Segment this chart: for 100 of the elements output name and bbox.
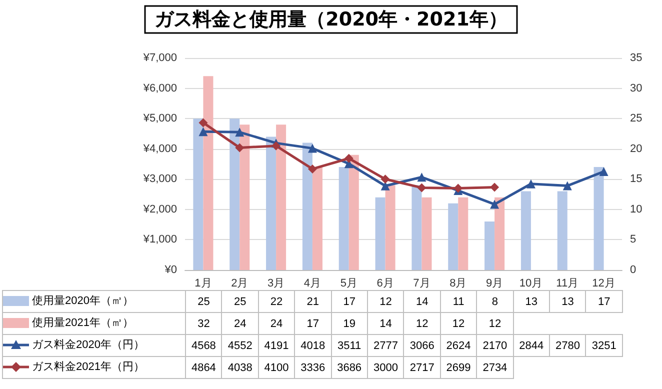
point [490, 200, 500, 209]
bar [203, 76, 214, 270]
bar [302, 142, 312, 270]
point [235, 128, 244, 137]
legend-label: 使用量2021年（㎥） [32, 316, 134, 330]
data-label: 3511 [331, 334, 368, 356]
y2-tick-label: 0 [630, 264, 636, 276]
point [308, 164, 317, 174]
y-tick-label: ¥1,000 [142, 234, 177, 246]
x-tick-label: 2月 [231, 278, 248, 290]
x-tick-label: 9月 [486, 278, 504, 290]
point [198, 118, 208, 128]
x-tick-label: 5月 [340, 278, 358, 290]
data-label: 17 [294, 312, 332, 334]
data-label: 3066 [404, 334, 440, 356]
data-label: 8 [476, 290, 514, 312]
bar [520, 191, 531, 270]
data-label: 4864 [186, 356, 222, 378]
x-tick-label: 8月 [450, 278, 467, 290]
point [490, 182, 500, 192]
data-label: 12 [440, 312, 477, 334]
data-label: 3000 [368, 356, 404, 378]
data-label: 25 [222, 290, 258, 312]
data-label: 3251 [586, 334, 622, 356]
data-label: 25 [186, 290, 222, 312]
data-label: 17 [586, 290, 622, 312]
point [380, 174, 390, 184]
bar [557, 191, 568, 270]
bar [594, 167, 604, 270]
y-tick-label: ¥3,000 [142, 173, 177, 186]
bar [375, 197, 386, 270]
x-tick-label: 12月 [592, 278, 616, 290]
bar [348, 154, 359, 270]
point [308, 144, 317, 153]
bar [412, 185, 422, 270]
bar [484, 222, 495, 270]
data-label: 12 [476, 312, 514, 334]
y-tick-label: ¥6,000 [142, 82, 177, 94]
data-label: 21 [294, 290, 332, 312]
point [562, 181, 572, 190]
bar [422, 197, 432, 270]
data-label: 4018 [294, 334, 332, 356]
x-tick-label: 3月 [267, 278, 285, 290]
bar [494, 197, 505, 270]
legend-label: ガス料金2020年（円） [32, 338, 144, 352]
data-label: 2170 [476, 334, 514, 356]
data-label: 13 [513, 290, 550, 312]
x-tick-label: 6月 [376, 278, 394, 290]
legend-label: 使用量2020年（㎥） [32, 294, 134, 308]
y2-tick-label: 25 [630, 112, 642, 125]
x-tick-label: 7月 [413, 278, 430, 290]
data-label: 2844 [513, 334, 550, 356]
data-label: 32 [186, 312, 222, 334]
data-label: 4100 [258, 356, 295, 378]
point [417, 172, 426, 182]
x-tick-label: 10月 [519, 278, 543, 290]
y-tick-label: ¥7,000 [142, 52, 177, 64]
y-tick-label: ¥2,000 [142, 203, 177, 216]
data-label: 3336 [294, 356, 332, 378]
data-label: 2780 [550, 334, 586, 356]
data-label: 22 [258, 290, 295, 312]
data-label: 4038 [222, 356, 258, 378]
y2-tick-label: 30 [630, 82, 642, 94]
bar [276, 124, 286, 270]
x-tick-label: 11月 [556, 278, 579, 290]
x-tick-label: 4月 [304, 278, 322, 290]
data-label: 19 [331, 312, 368, 334]
point [272, 141, 281, 150]
y-tick-label: ¥0 [164, 264, 177, 276]
data-label: 2699 [440, 356, 477, 378]
data-label: 4568 [186, 334, 222, 356]
point [454, 184, 463, 193]
data-label: 13 [550, 290, 586, 312]
data-label: 2777 [368, 334, 404, 356]
point [235, 143, 244, 152]
data-label: 17 [331, 290, 368, 312]
y2-tick-label: 5 [630, 234, 636, 246]
data-label: 3686 [331, 356, 368, 378]
data-label: 24 [222, 312, 258, 334]
data-label: 2734 [476, 356, 514, 378]
chart-title: ガス料金と使用量（2020年・2021年） [154, 8, 508, 30]
data-label: 2624 [440, 334, 477, 356]
bar [230, 118, 240, 270]
point [526, 179, 536, 188]
y-tick-label: ¥4,000 [142, 142, 177, 155]
point [344, 154, 354, 163]
bar [458, 197, 468, 270]
data-label: 14 [368, 312, 404, 334]
point [599, 167, 608, 176]
y2-tick-label: 35 [630, 52, 642, 64]
bar [312, 167, 322, 270]
y2-tick-label: 15 [630, 173, 642, 186]
x-tick-label: 1月 [194, 278, 212, 290]
data-label: 12 [368, 290, 404, 312]
bar [338, 167, 349, 270]
bar [240, 124, 250, 270]
bar [193, 118, 204, 270]
legend-label: ガス料金2021年（円） [32, 360, 144, 374]
point [198, 127, 208, 136]
bar [266, 136, 276, 270]
